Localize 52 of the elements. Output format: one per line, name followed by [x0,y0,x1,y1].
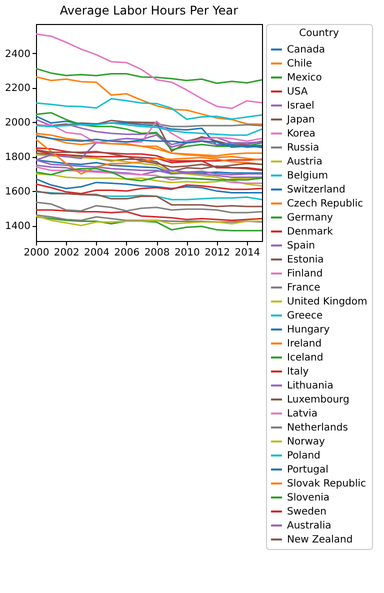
legend-label: Mexico [287,72,322,84]
x-tick-label: 2012 [204,248,230,258]
legend-label: Switzerland [287,184,346,196]
x-tick-label: 2006 [114,248,140,258]
legend-label: Denmark [287,226,334,238]
legend-label: Norway [287,436,326,448]
legend-label: Luxembourg [287,394,350,406]
y-tick-label: 2400 [5,48,30,60]
legend-label: Korea [287,128,316,140]
legend-label: France [287,282,320,294]
legend-label: Slovak Republic [287,478,366,490]
legend-label: Australia [287,520,332,532]
legend-label: Greece [287,310,323,322]
legend-label: Ireland [287,338,322,350]
legend-label: Slovenia [287,492,330,504]
y-tick-label: 2000 [5,118,30,129]
x-tick-label: 2008 [144,248,170,258]
x-tick-label: 2014 [234,248,260,258]
legend-label: Italy [287,366,309,378]
legend-label: Germany [287,212,334,224]
legend-label: Canada [287,44,326,56]
legend-label: Belgium [287,170,328,182]
legend-label: Portugal [287,464,328,476]
x-tick-label: 2002 [54,248,80,258]
legend-label: Czech Republic [287,198,364,210]
legend-label: Hungary [287,324,330,336]
legend-label: Israel [287,100,314,112]
legend-label: Estonia [287,254,324,266]
legend-label: New Zealand [287,534,353,546]
legend-label: Chile [287,58,312,70]
x-tick-label: 2004 [84,248,110,258]
legend-label: Netherlands [287,422,348,434]
legend-label: Lithuania [287,380,334,392]
legend-label: Austria [287,156,322,168]
legend-title: Country [299,28,339,39]
legend-label: Spain [287,240,315,252]
legend-label: Sweden [287,506,327,518]
y-tick-label: 1400 [5,221,30,232]
legend-label: USA [287,86,308,98]
x-tick-label: 2010 [174,248,200,258]
y-tick-label: 1600 [5,186,30,198]
legend-label: Latvia [287,408,318,420]
legend-label: Russia [287,142,320,154]
y-tick-label: 1800 [5,152,30,164]
legend-label: United Kingdom [287,296,368,308]
legend-label: Japan [286,114,315,126]
legend-label: Poland [287,450,320,462]
chart-title: Average Labor Hours Per Year [60,4,238,18]
legend-label: Iceland [287,352,324,364]
legend-label: Finland [287,268,323,280]
y-tick-label: 2200 [5,83,30,94]
x-tick-label: 2000 [24,248,50,258]
